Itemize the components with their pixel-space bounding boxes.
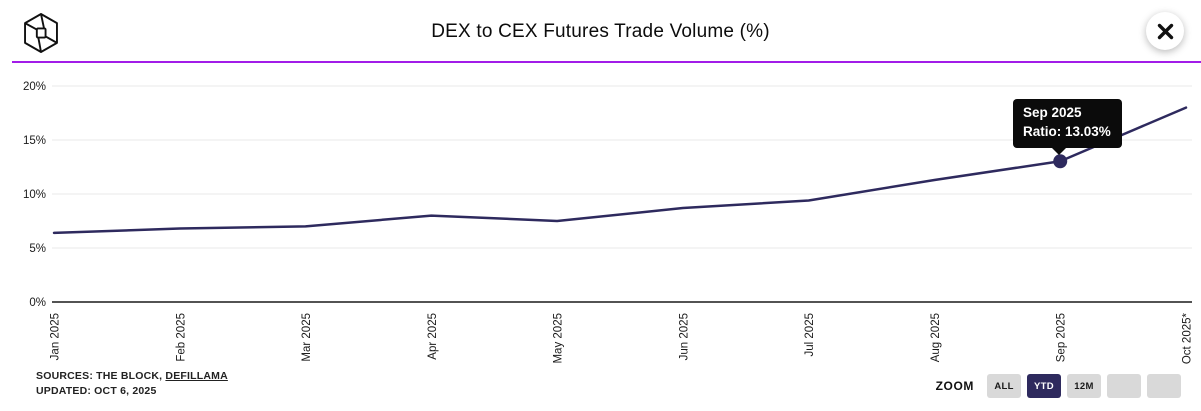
x-tick-label: Jun 2025 bbox=[678, 313, 690, 360]
updated-line: UPDATED: OCT 6, 2025 bbox=[36, 385, 157, 398]
page-title: DEX to CEX Futures Trade Volume (%) bbox=[431, 21, 770, 42]
x-tick-label: Aug 2025 bbox=[930, 313, 942, 362]
zoom-button-ytd[interactable]: YTD bbox=[1027, 374, 1061, 398]
zoom-button-empty-2[interactable] bbox=[1147, 374, 1181, 398]
tooltip-value: Ratio: 13.03% bbox=[1023, 123, 1111, 139]
y-tick-label: 0% bbox=[29, 297, 46, 309]
close-icon bbox=[1157, 23, 1173, 39]
x-tick-label: Jan 2025 bbox=[50, 313, 62, 360]
sources-line: SOURCES: THE BLOCK, DEFILLAMA bbox=[36, 369, 228, 385]
trend-line[interactable] bbox=[52, 106, 1188, 235]
zoom-button-all[interactable]: ALL bbox=[987, 374, 1021, 398]
y-tick-label: 20% bbox=[23, 81, 46, 93]
the-block-logo-icon bbox=[24, 13, 58, 53]
y-tick-label: 15% bbox=[23, 135, 46, 147]
zoom-controls: ZOOM ALL YTD 12M bbox=[936, 374, 1181, 398]
x-tick-label: Jul 2025 bbox=[804, 313, 816, 356]
x-tick-label: May 2025 bbox=[553, 313, 565, 364]
y-tick-label: 5% bbox=[29, 243, 46, 255]
zoom-label: ZOOM bbox=[935, 379, 974, 393]
x-tick-label: Feb 2025 bbox=[175, 313, 187, 362]
zoom-button-12m[interactable]: 12M bbox=[1067, 374, 1101, 398]
tooltip-title: Sep 2025 bbox=[1023, 105, 1082, 120]
header-divider bbox=[12, 61, 1201, 63]
x-tick-label: Apr 2025 bbox=[427, 313, 439, 360]
highlight-dot[interactable] bbox=[1053, 154, 1068, 169]
zoom-button-empty-1[interactable] bbox=[1107, 374, 1141, 398]
x-tick-label: Sep 2025 bbox=[1056, 313, 1068, 362]
close-button[interactable] bbox=[1146, 12, 1184, 50]
x-tick-label: Mar 2025 bbox=[301, 313, 313, 362]
sources-prefix: SOURCES: THE BLOCK, bbox=[36, 369, 166, 382]
defillama-link[interactable]: DEFILLAMA bbox=[165, 369, 228, 382]
x-tick-label: Oct 2025* bbox=[1182, 312, 1194, 364]
sources-block: SOURCES: THE BLOCK, DEFILLAMA UPDATED: O… bbox=[36, 369, 228, 401]
y-tick-label: 10% bbox=[23, 189, 46, 201]
tooltip: Sep 2025 Ratio: 13.03% bbox=[1013, 99, 1122, 155]
